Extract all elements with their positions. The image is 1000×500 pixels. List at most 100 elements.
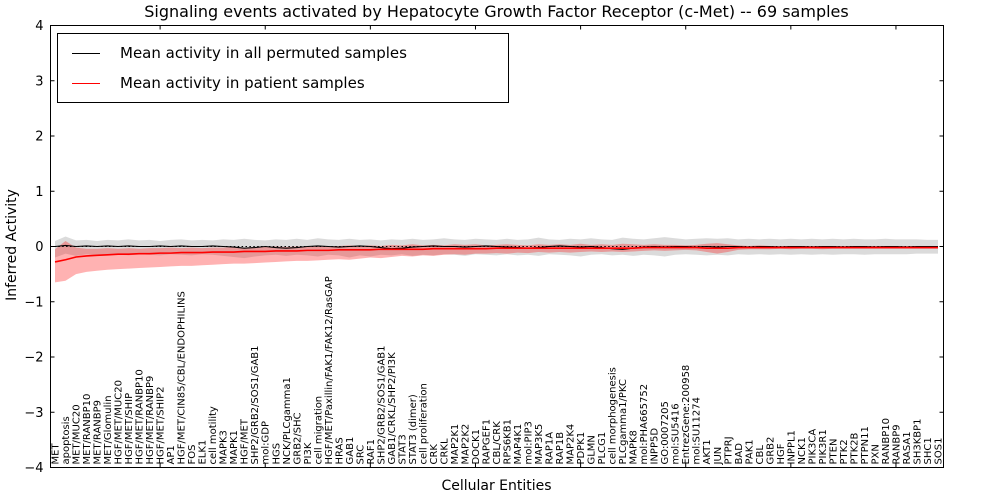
entity-label: RAP1B <box>555 432 566 465</box>
entity-label: SHP2/GRB2/SOS1/GAB1 <box>376 345 387 464</box>
entity-label: GAB1/CRKL/SHP2/PI3K <box>387 352 398 465</box>
entity-label: cell migration <box>313 396 324 465</box>
entity-label: GLMN <box>587 435 598 464</box>
entity-label: HGF/MET/CIN85/CBL/ENDOPHILINS <box>177 291 188 464</box>
entity-label: CRKL <box>439 438 450 464</box>
entity-label: RANBP9 <box>891 424 902 464</box>
entity-label: GRB2 <box>765 437 776 465</box>
y-tick-label: 4 <box>35 19 43 34</box>
entity-label: ELK1 <box>198 440 209 465</box>
entity-label: PIK3CA <box>807 429 818 465</box>
entity-label: STAT3 <box>397 434 408 464</box>
entity-label: STAT3 (dimer) <box>408 394 419 464</box>
entity-label: MAP2K4 <box>566 424 577 465</box>
entity-label: PLCG1 <box>597 432 608 465</box>
entity-label: INPP5D <box>650 428 661 465</box>
entity-label: RAP1A <box>545 432 556 465</box>
entity-label: EntrezGene:200958 <box>681 365 692 465</box>
entity-label: HGF/MET/RANBP10 <box>135 369 146 464</box>
entity-label: MAPK1 <box>229 430 240 464</box>
entity-label: mol:PHA665752 <box>639 384 650 465</box>
entity-label: NCK1 <box>797 437 808 464</box>
entity-label: RAF1 <box>366 439 377 465</box>
legend-line-red <box>72 82 100 84</box>
entity-label: cell motility <box>208 406 219 464</box>
entity-label: MET/RANBP10 <box>82 394 93 465</box>
entity-label: HGF/MET/MUC20 <box>114 380 125 464</box>
entity-label: SRC <box>355 445 366 465</box>
entity-label: PAK1 <box>744 439 755 464</box>
entity-label: HGF/MET/Paxillin/FAK1/FAK12/RasGAP <box>324 276 335 464</box>
entity-label: PTPRJ <box>723 436 734 464</box>
entity-label: AP1 <box>166 445 177 464</box>
entity-label: FOS <box>187 445 198 465</box>
y-tick-label: 0 <box>35 240 43 255</box>
entity-label: JUN <box>713 447 724 466</box>
entity-label: SHC1 <box>923 437 934 464</box>
entity-label: BAD <box>734 443 745 465</box>
entity-label: MAPK3 <box>219 430 230 464</box>
y-tick-label: −3 <box>24 406 43 421</box>
entity-label: PTK2 <box>839 439 850 464</box>
entity-label: HGF/MET/RANBP9 <box>145 376 156 465</box>
x-axis-label: Cellular Entities <box>441 478 552 494</box>
entity-label: MAP2K1 <box>450 424 461 465</box>
entity-label: mol:SU5416 <box>671 403 682 464</box>
permuted-band <box>55 236 938 259</box>
entity-label: MET/MUC20 <box>72 404 83 464</box>
entity-label: mol:PIP3 <box>524 421 535 464</box>
entity-label: AKT1 <box>702 439 713 464</box>
y-tick-label: 2 <box>35 130 43 145</box>
entity-label: CBL/CRK <box>492 421 503 465</box>
entity-labels: MET apoptosis MET/MUC20 MET/RANBP10 MET/RANB… <box>51 276 945 465</box>
entity-label: MET/Glomulin <box>103 395 114 464</box>
entity-label: HGF/MET/SHIP2 <box>156 386 167 464</box>
y-ticks: 4 3 2 1 0 −1 −2 −3 −4 <box>24 19 944 476</box>
entity-label: MET <box>51 443 62 465</box>
entity-label: GAB1 <box>345 437 356 465</box>
entity-label: CBL <box>755 445 766 465</box>
entity-label: MAPK8 <box>629 430 640 464</box>
entity-label: PDPK1 <box>576 432 587 465</box>
entity-label: mol:SU11274 <box>692 397 703 465</box>
y-tick-label: −1 <box>24 295 43 310</box>
entity-label: cell proliferation <box>418 383 429 464</box>
entity-label: mol:GDP <box>261 421 272 465</box>
entity-label: apoptosis <box>61 416 72 464</box>
entity-label: CRK <box>429 444 440 465</box>
entity-label: PTPN11 <box>860 426 871 464</box>
entity-label: MAP3K5 <box>534 424 545 465</box>
entity-label: MAP4K1 <box>513 424 524 465</box>
chart-title: Signaling events activated by Hepatocyte… <box>144 2 849 21</box>
entity-label: PXN <box>870 444 881 464</box>
entity-label: INPPL1 <box>786 430 797 464</box>
entity-label: RASA1 <box>902 431 913 464</box>
entity-label: SHP2/GRB2/SOS1/GAB1 <box>250 345 261 464</box>
entity-label: MET/RANBP9 <box>93 400 104 465</box>
entity-label: HGS <box>271 443 282 465</box>
x-ticks <box>159 25 897 468</box>
y-tick-label: 1 <box>35 185 43 200</box>
entity-label: MAP2K2 <box>460 424 471 465</box>
entity-label: RPS6KB1 <box>503 419 514 464</box>
legend-item-patient: Mean activity in patient samples <box>72 72 498 94</box>
entity-label: HGF/MET/SHIP <box>124 393 135 465</box>
entity-label: PLCgamma1/PKC <box>618 379 629 464</box>
y-tick-label: −2 <box>24 351 43 366</box>
legend-label-permuted: Mean activity in all permuted samples <box>120 44 407 62</box>
entity-label: RANBP10 <box>881 418 892 464</box>
entity-label: GRB2/SHC <box>292 412 303 464</box>
entity-label: HGF/MET <box>240 418 251 464</box>
entity-label: SH3KBP1 <box>912 418 923 464</box>
y-axis-label: Inferred Activity <box>4 189 20 301</box>
entity-label: NCK/PLCgamma1 <box>282 377 293 464</box>
entity-label: PI3K <box>303 442 314 464</box>
legend-item-permuted: Mean activity in all permuted samples <box>72 42 498 64</box>
y-tick-label: 3 <box>35 74 43 89</box>
patient-mean-line <box>54 246 938 263</box>
entity-label: PIK3R1 <box>818 429 829 464</box>
entity-label: cell morphogenesis <box>608 367 619 464</box>
entity-label: GO:0007205 <box>660 401 671 464</box>
